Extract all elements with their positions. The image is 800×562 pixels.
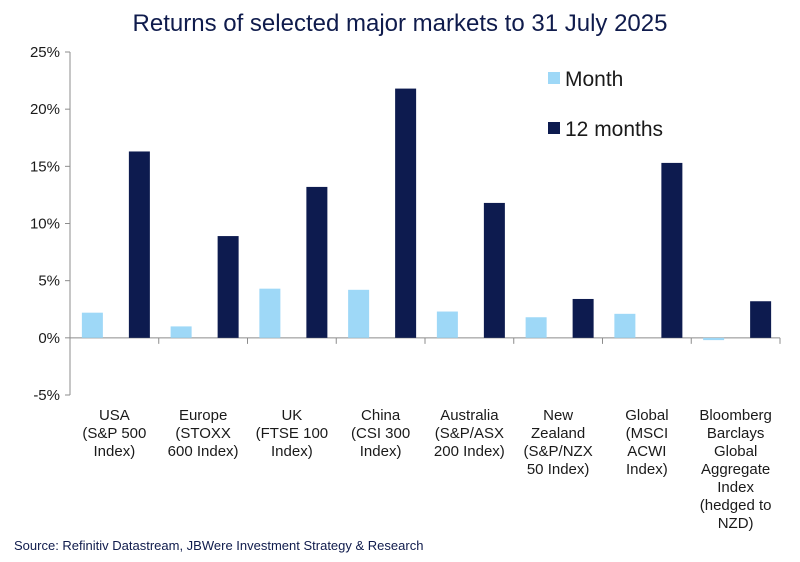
- category-label: China (CSI 300 Index): [351, 407, 410, 460]
- chart-axes: -5% 0% 5% 10% 15% 20% 25%: [30, 44, 781, 404]
- month-bar: [525, 317, 547, 338]
- 12-month-bar: [128, 151, 150, 338]
- month-bar: [436, 311, 458, 338]
- category-label: New Zealand (S&P/NZX 50 Index): [524, 407, 593, 478]
- 12-month-bar: [661, 162, 683, 338]
- y-tick-label: 10%: [30, 216, 60, 233]
- 12-month-bar: [750, 301, 772, 338]
- 12-month-bar: [572, 298, 594, 338]
- month-bar: [81, 312, 103, 338]
- y-tick-label: 15%: [30, 158, 60, 175]
- category-label: Australia (S&P/ASX 200 Index): [434, 407, 505, 460]
- category-label: Bloomberg Barclays Global Aggregate Index (he…: [699, 407, 772, 532]
- legend-swatch: [548, 72, 560, 84]
- 12-month-bar: [217, 236, 239, 338]
- y-tick-label: -5%: [33, 387, 60, 404]
- category-label: Europe (STOXX 600 Index): [168, 407, 239, 460]
- y-tick-label: 25%: [30, 44, 60, 61]
- legend-swatch: [548, 122, 560, 134]
- legend-label: Month: [565, 68, 623, 91]
- chart-labels: USA (S&P 500 Index) Europe (STOXX 600 Index) U…: [82, 407, 771, 532]
- category-label: USA (S&P 500 Index): [82, 407, 146, 460]
- y-tick-label: 20%: [30, 101, 60, 118]
- 12-month-bar: [395, 88, 417, 338]
- chart-legend: Month 12 months: [548, 68, 663, 141]
- 12-month-bar: [306, 186, 328, 338]
- 12-month-bar: [483, 202, 505, 338]
- y-tick-label: 5%: [38, 273, 60, 290]
- category-label: Global (MSCI ACWI Index): [625, 407, 668, 478]
- month-bar: [703, 337, 725, 341]
- category-label: UK (FTSE 100 Index): [256, 407, 329, 460]
- source-note: Source: Refinitiv Datastream, JBWere Inv…: [14, 538, 424, 553]
- chart-title: Returns of selected major markets to 31 …: [132, 10, 668, 37]
- month-bar: [170, 326, 192, 338]
- chart-bars: [81, 88, 772, 341]
- month-bar: [259, 288, 281, 338]
- month-bar: [614, 313, 636, 338]
- y-tick-label: 0%: [38, 330, 60, 347]
- legend-label: 12 months: [565, 118, 663, 141]
- month-bar: [348, 289, 370, 338]
